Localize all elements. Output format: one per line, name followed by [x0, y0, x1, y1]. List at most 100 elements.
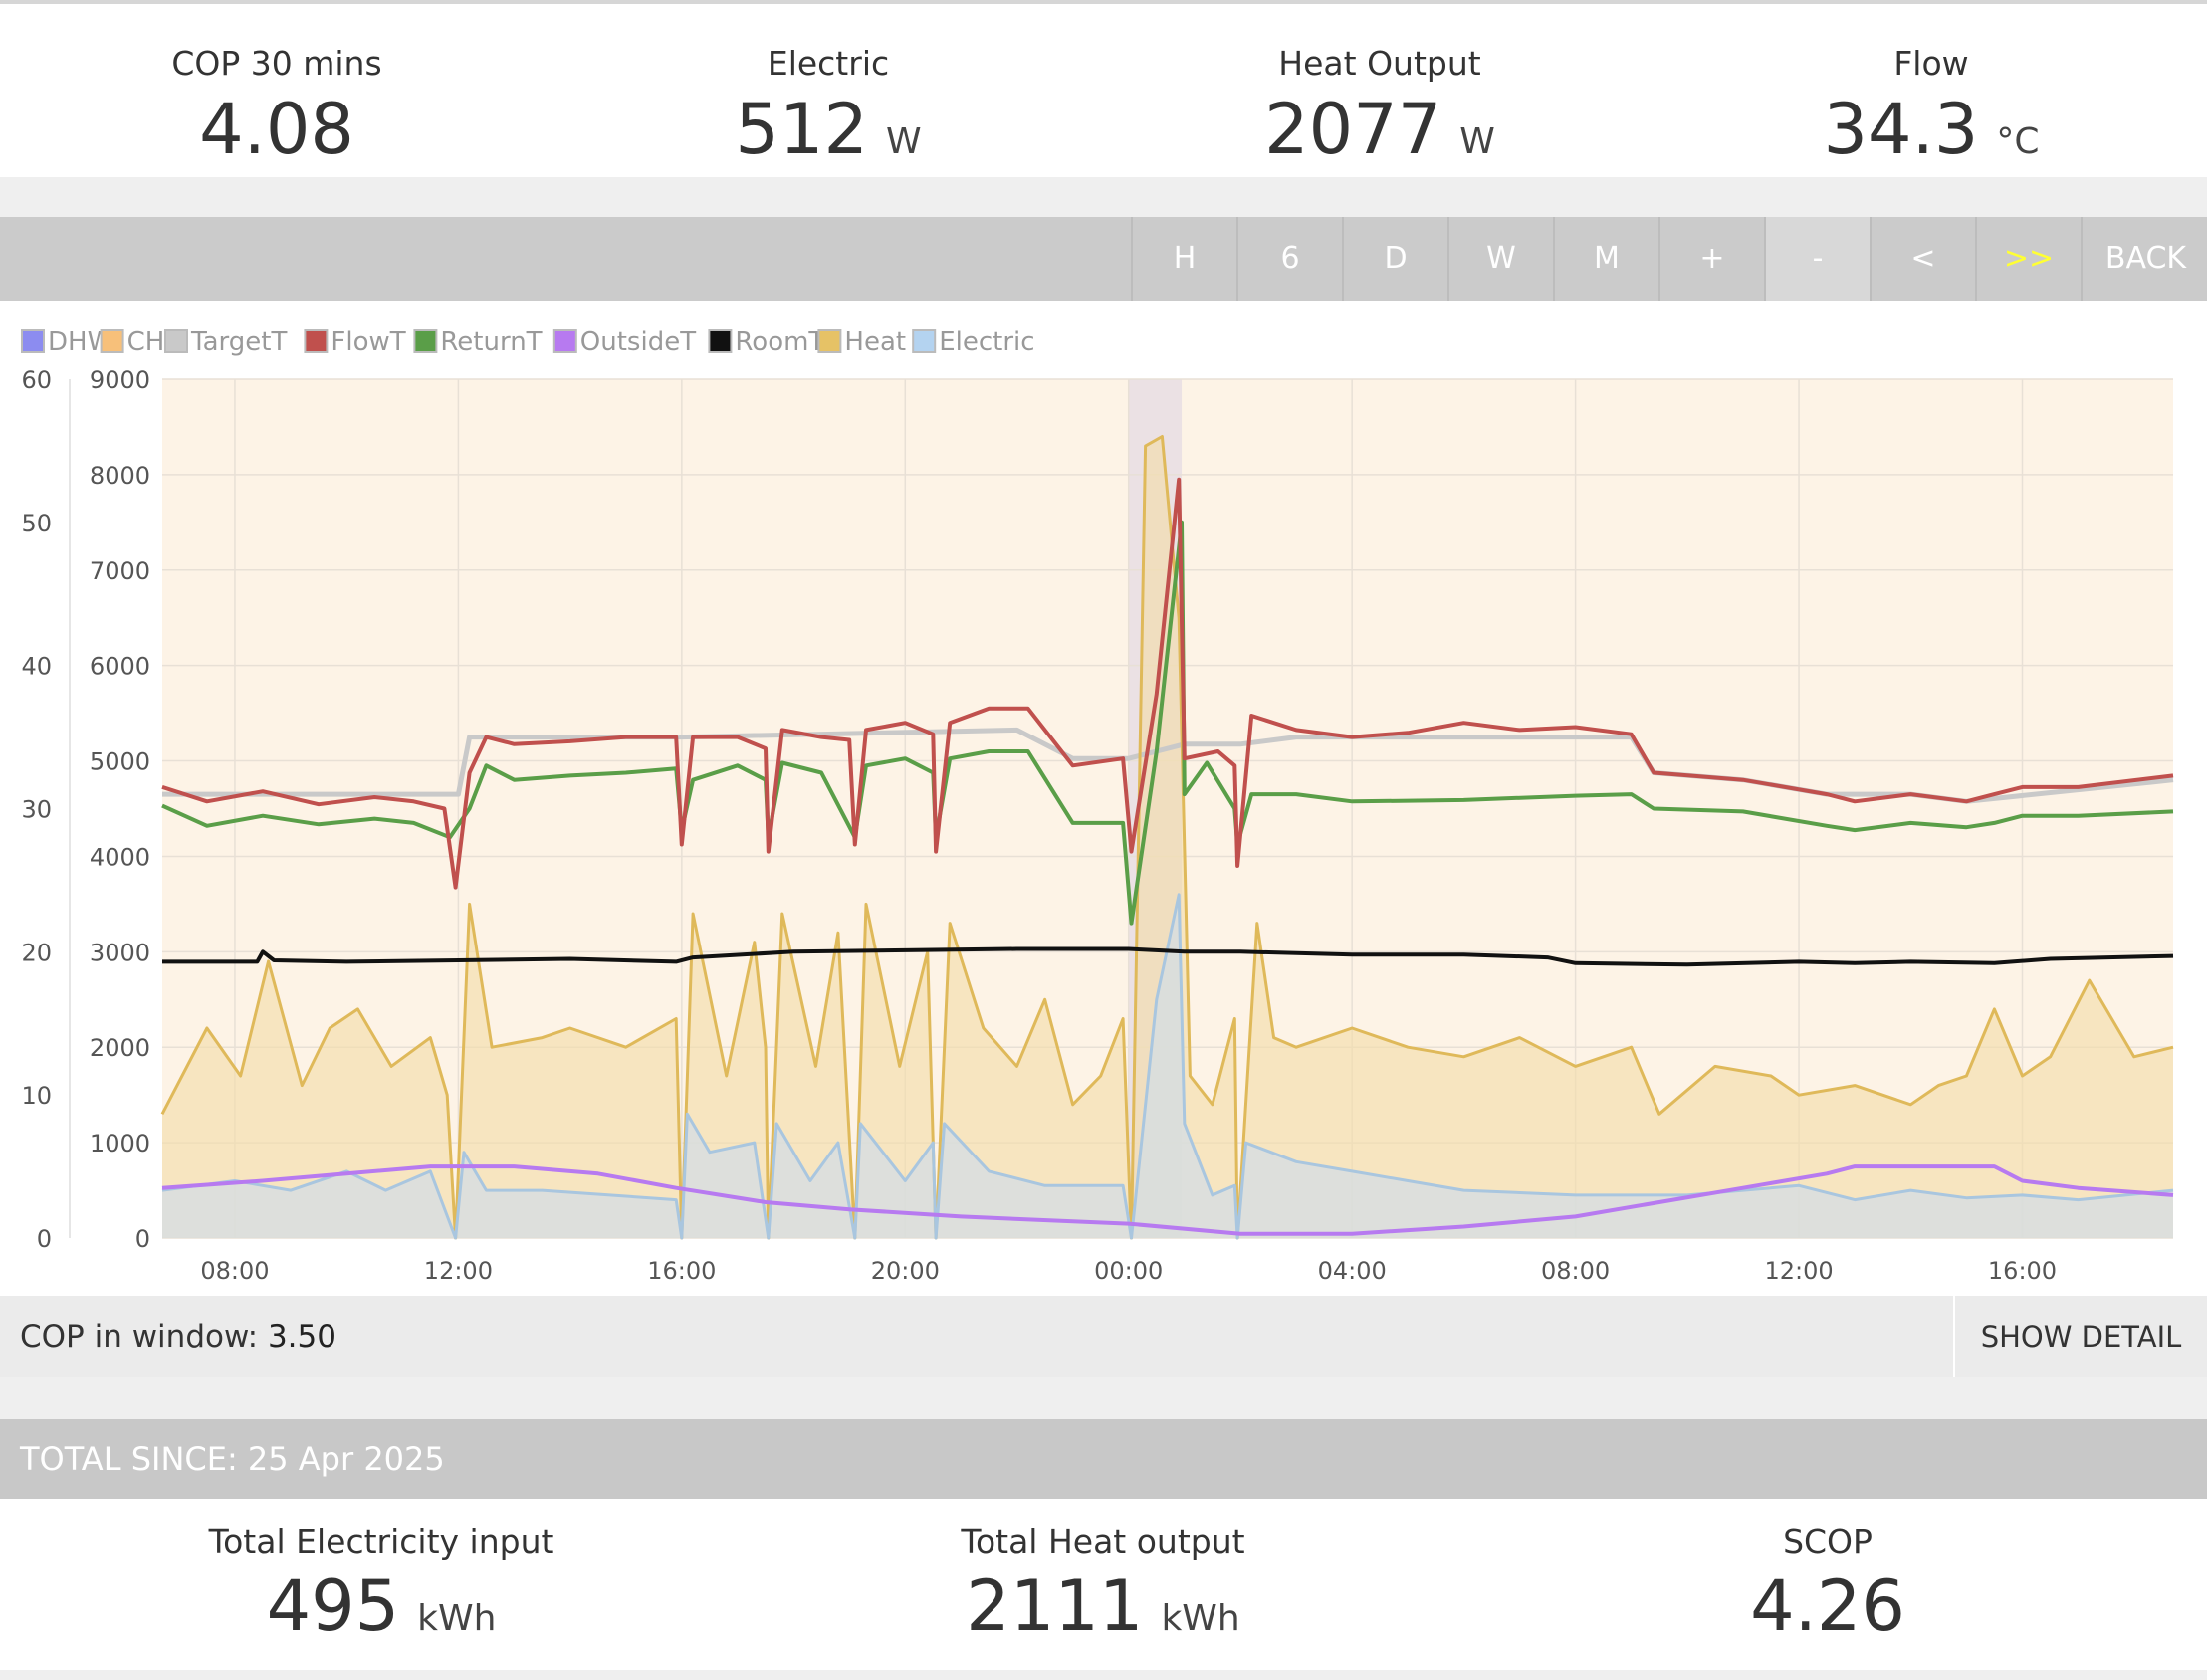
legend-swatch — [912, 329, 937, 353]
cop-window-bar: COP in window: 3.50 SHOW DETAIL — [0, 1296, 2207, 1377]
legend-swatch — [817, 329, 842, 353]
temp-tick-label: 10 — [21, 1082, 52, 1110]
back-button[interactable]: BACK — [2081, 217, 2207, 301]
legend-item-targett[interactable]: TargetT — [164, 327, 287, 357]
stat-label: Flow — [1893, 44, 1969, 83]
time-tick-label: 20:00 — [871, 1257, 940, 1285]
heat-line — [160, 435, 2174, 1240]
time-tick-label: 12:00 — [424, 1257, 493, 1285]
legend-label: CH — [127, 327, 165, 357]
temp-tick-label: 30 — [21, 796, 52, 824]
temp-tick-label: 50 — [21, 510, 52, 537]
legend-item-outsidet[interactable]: OutsideT — [552, 327, 696, 357]
legend-swatch — [552, 329, 577, 353]
zoom-in-button[interactable]: + — [1658, 217, 1764, 301]
chart-area: DHW CH TargetT FlowT ReturnT OutsideT RoomT Hea… — [0, 301, 2207, 1296]
stat-value: 2077 W — [1181, 90, 1579, 182]
legend-item-flowt[interactable]: FlowT — [304, 327, 406, 357]
totals-row: Total Electricity input 495 kWh Total Hea… — [0, 1499, 2207, 1670]
stat-unit: °C — [1996, 121, 2040, 162]
total-label: SCOP — [1783, 1522, 1873, 1561]
legend-item-roomt[interactable]: RoomT — [708, 327, 824, 357]
series-fills — [162, 436, 2173, 1238]
total-number: 495 — [266, 1566, 400, 1647]
legend-label: FlowT — [331, 327, 405, 357]
stat-label: Heat Output — [1278, 44, 1481, 83]
axes: 0 10 20 30 40 50 60 0 1000 2000 3000 4000 5000 6000 70… — [21, 366, 2057, 1285]
stat-number: 512 — [735, 89, 868, 170]
heat-area — [162, 436, 2173, 1238]
legend-swatch — [413, 329, 438, 353]
total-value: 4.26 — [1579, 1567, 2077, 1646]
zoom-out-button[interactable]: - — [1764, 217, 1870, 301]
legend-label: Electric — [939, 327, 1034, 357]
legend-item-heat[interactable]: Heat — [817, 327, 906, 357]
hour-button[interactable]: H — [1131, 217, 1236, 301]
stat-number: 34.3 — [1823, 89, 1979, 170]
legend-item-electric[interactable]: Electric — [912, 327, 1035, 357]
month-button[interactable]: M — [1553, 217, 1658, 301]
returnt-line — [161, 520, 2174, 926]
time-tick-label: 16:00 — [1988, 1257, 2057, 1285]
legend-label: OutsideT — [580, 327, 696, 357]
power-tick-label: 4000 — [90, 843, 150, 871]
stat-electric: Electric 512 W — [629, 44, 1027, 182]
power-tick-label: 6000 — [90, 653, 150, 681]
total-number: 2111 — [966, 1566, 1144, 1647]
time-range-toolbar: H 6 D W M + - < >> BACK — [0, 217, 2207, 301]
total-unit: kWh — [417, 1598, 497, 1639]
legend-label: Heat — [844, 327, 906, 357]
outsidet-line — [161, 1164, 2174, 1236]
legend-swatch — [304, 329, 329, 353]
power-tick-label: 5000 — [90, 748, 150, 776]
separator-band — [0, 1377, 2207, 1419]
stat-label: COP 30 mins — [171, 44, 382, 83]
top-border — [0, 0, 2207, 4]
jump-to-latest-button[interactable]: >> — [1975, 217, 2081, 301]
power-tick-label: 0 — [135, 1225, 150, 1253]
chart-legend: DHW CH TargetT FlowT ReturnT OutsideT RoomT Hea… — [21, 327, 1035, 357]
legend-swatch — [100, 329, 124, 353]
temp-tick-label: 20 — [21, 939, 52, 966]
six-hour-button[interactable]: 6 — [1236, 217, 1342, 301]
footer-band — [0, 1670, 2207, 1680]
time-tick-label: 08:00 — [1541, 1257, 1610, 1285]
legend-item-dhw[interactable]: DHW — [21, 327, 112, 357]
total-since-header: TOTAL SINCE: 25 Apr 2025 — [0, 1419, 2207, 1499]
time-tick-label: 16:00 — [647, 1257, 716, 1285]
show-detail-button[interactable]: SHOW DETAIL — [1953, 1296, 2207, 1377]
total-label: Total Electricity input — [208, 1522, 554, 1561]
stat-heat-output: Heat Output 2077 W — [1181, 44, 1579, 182]
power-tick-label: 8000 — [90, 462, 150, 490]
stat-number: 2077 — [1264, 89, 1442, 170]
separator-band — [0, 177, 2207, 217]
total-unit: kWh — [1161, 1598, 1240, 1639]
flowt-line — [161, 477, 2174, 890]
cop-window-text: COP in window: 3.50 — [20, 1296, 336, 1377]
power-temperature-chart[interactable]: DHW CH TargetT FlowT ReturnT OutsideT RoomT Hea… — [0, 301, 2207, 1296]
stat-value: 4.08 — [78, 90, 476, 169]
total-electricity: Total Electricity input 495 kWh — [132, 1521, 630, 1659]
day-button[interactable]: D — [1342, 217, 1447, 301]
stat-number: 4.08 — [199, 89, 354, 170]
stat-cop-30-mins: COP 30 mins 4.08 — [78, 44, 476, 169]
total-label: Total Heat output — [961, 1522, 1245, 1561]
power-tick-label: 1000 — [90, 1130, 150, 1157]
stat-value: 34.3 °C — [1732, 90, 2130, 182]
cop-window-label: COP in window: — [20, 1319, 259, 1355]
time-tick-label: 12:00 — [1764, 1257, 1833, 1285]
pan-left-button[interactable]: < — [1870, 217, 1975, 301]
total-number: 4.26 — [1750, 1566, 1905, 1647]
cop-window-value: 3.50 — [267, 1319, 336, 1355]
power-tick-label: 7000 — [90, 557, 150, 585]
legend-item-returnt[interactable]: ReturnT — [413, 327, 543, 357]
legend-swatch — [21, 329, 45, 353]
legend-label: TargetT — [190, 327, 287, 357]
time-tick-label: 00:00 — [1094, 1257, 1163, 1285]
legend-item-ch[interactable]: CH — [100, 327, 165, 357]
temp-tick-label: 60 — [21, 366, 52, 394]
week-button[interactable]: W — [1447, 217, 1553, 301]
total-since-label: TOTAL SINCE: 25 Apr 2025 — [20, 1440, 445, 1478]
power-tick-label: 9000 — [90, 366, 150, 394]
total-value: 2111 kWh — [854, 1567, 1352, 1659]
